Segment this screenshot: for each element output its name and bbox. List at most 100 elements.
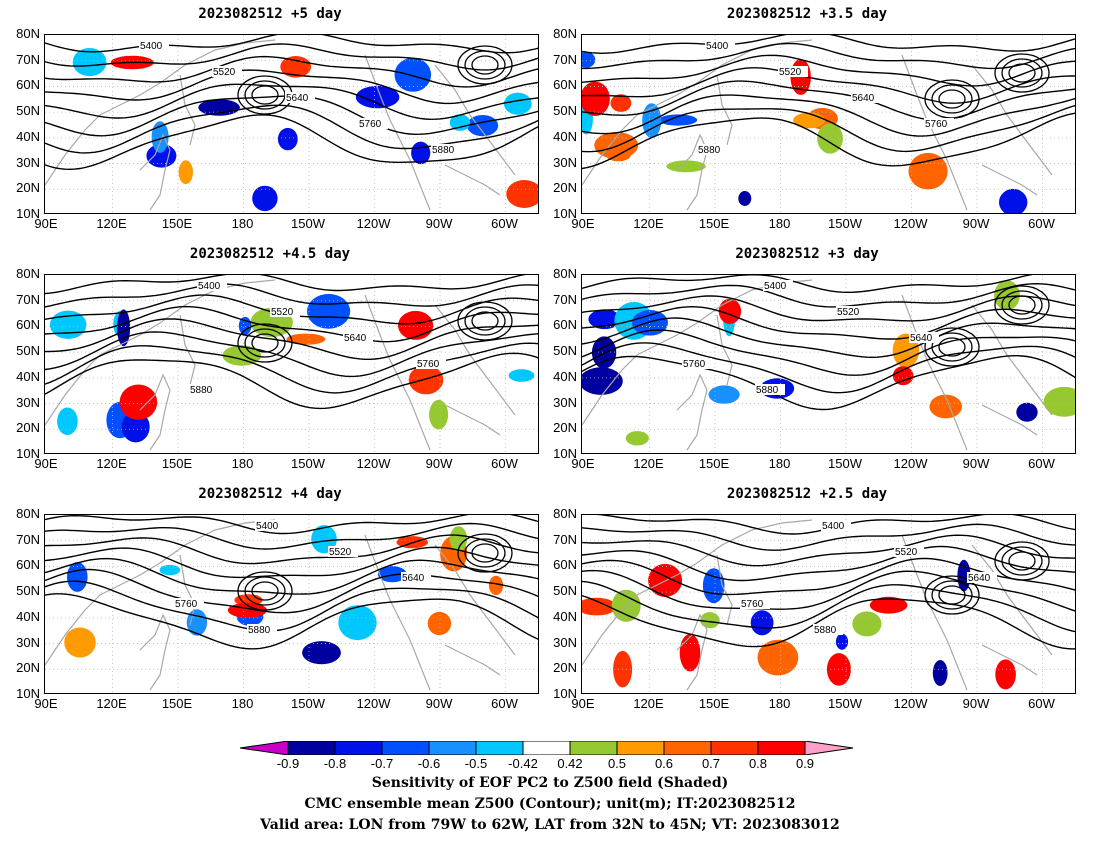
lon-tick-label: 150E — [698, 216, 730, 231]
contour-label-bg — [270, 306, 300, 317]
lon-tick-label: 60W — [491, 696, 518, 711]
lon-tick-label: 120E — [633, 216, 664, 231]
lon-tick-label: 90E — [34, 456, 58, 471]
map-panel: 2023082512 +2.5 day 5400 5520 5640 5760 5880… — [537, 486, 1077, 722]
sensitivity-shading — [738, 191, 752, 206]
contour-label: 5640 — [852, 93, 875, 104]
sensitivity-shading — [625, 431, 649, 446]
coastline — [364, 294, 431, 451]
contour-label: 5640 — [910, 333, 933, 344]
lat-tick-label: 50N — [553, 583, 577, 599]
z500-contour — [582, 354, 1075, 411]
sensitivity-shading — [582, 51, 596, 68]
lat-tick-label: 60N — [16, 77, 40, 93]
lon-tick-label: 90W — [425, 216, 453, 231]
z500-contour — [582, 54, 1075, 87]
coastline — [444, 404, 501, 436]
lon-tick-label: 90E — [571, 456, 595, 471]
sensitivity-shading — [679, 633, 701, 672]
lat-tick-label: 20N — [553, 420, 577, 436]
lat-tick-label: 40N — [16, 128, 40, 144]
lon-tick-label: 90W — [962, 696, 990, 711]
coastline — [971, 304, 1053, 416]
sensitivity-shading — [252, 185, 278, 212]
lon-tick-label: 150E — [698, 696, 730, 711]
colorbar-tick-label: 0.8 — [748, 756, 768, 771]
sensitivity-shading — [999, 188, 1028, 213]
colorbar-tick-label: 0.42 — [557, 756, 583, 771]
map-plot: 5400 5520 5640 5760 5880 — [45, 515, 538, 693]
z500-closed-contour — [464, 50, 506, 80]
coastline — [139, 373, 171, 451]
lat-tick-label: 70N — [16, 531, 40, 547]
lat-tick-label: 80N — [16, 506, 40, 521]
contour-label-bg — [401, 572, 431, 583]
z500-contour — [45, 568, 538, 614]
sensitivity-shading — [632, 310, 668, 336]
sensitivity-shading — [408, 365, 444, 395]
sensitivity-shading — [852, 611, 882, 637]
sensitivity-shading — [869, 596, 908, 614]
sensitivity-shading — [64, 627, 96, 658]
coastline — [901, 54, 968, 211]
colorbar-segment — [381, 741, 430, 755]
z500-contour — [582, 342, 1075, 394]
z500-closed-contour — [1001, 290, 1043, 320]
colorbar-segment — [287, 741, 336, 755]
contour-label-bg — [197, 280, 227, 291]
z500-contour — [45, 534, 538, 565]
z500-closed-contour — [924, 79, 980, 119]
contour-label-bg — [174, 598, 204, 609]
z500-closed-contour — [464, 538, 506, 568]
z500-contour — [582, 580, 1075, 633]
colorbar-segment — [757, 741, 806, 755]
lat-tick-label: 70N — [16, 291, 40, 307]
z500-contour — [582, 569, 1075, 612]
lon-tick-label: 180 — [768, 216, 791, 231]
contour-label-bg — [139, 40, 169, 51]
lon-tick-label: 150E — [161, 216, 193, 231]
contour-label: 5400 — [140, 41, 163, 52]
map-area: 5400 5520 5640 5760 5880 — [44, 274, 539, 454]
lat-tick-label: 20N — [553, 180, 577, 196]
contour-label-bg — [813, 624, 843, 635]
colorbar-tick-label: -0.6 — [417, 756, 441, 771]
z500-contour — [582, 35, 1075, 55]
sensitivity-shading — [146, 144, 177, 168]
lat-tick-label: 10N — [16, 205, 40, 221]
sensitivity-shading — [708, 385, 740, 404]
contour-label-bg — [836, 306, 866, 317]
z500-contour — [582, 295, 1075, 322]
z500-contour — [45, 35, 538, 54]
contour-label: 5400 — [822, 521, 845, 532]
map-area: 5400 5520 5640 5760 5880 — [581, 514, 1076, 694]
lat-tick-label: 20N — [16, 420, 40, 436]
sensitivity-shading — [377, 566, 407, 583]
lat-tick-label: 60N — [553, 557, 577, 573]
lat-tick-label: 30N — [553, 394, 577, 410]
lon-tick-label: 60W — [1028, 696, 1055, 711]
contour-label: 5640 — [968, 573, 991, 584]
map-panel: 2023082512 +3 day 5400 5520 5640 5760 5880 8… — [537, 246, 1077, 482]
lon-tick-label: 120W — [893, 216, 928, 231]
lon-tick-label: 180 — [768, 456, 791, 471]
z500-contour — [45, 593, 538, 650]
lat-tick-label: 50N — [553, 343, 577, 359]
coastline — [981, 164, 1038, 196]
coastline — [139, 613, 171, 691]
contour-label-bg — [189, 384, 219, 395]
contour-label-bg — [416, 358, 446, 369]
sensitivity-shading — [932, 660, 948, 686]
colorbar-tick-label: 0.6 — [654, 756, 674, 771]
z500-closed-contour — [924, 575, 980, 615]
lon-tick-label: 120W — [893, 456, 928, 471]
contour-label-bg — [778, 66, 808, 77]
map-panel: 2023082512 +4 day 5400 5520 5640 5760 5880 8… — [0, 486, 540, 722]
contour-label: 5520 — [213, 67, 236, 78]
contour-label: 5400 — [198, 281, 221, 292]
map-plot: 5400 5520 5640 5760 5880 — [45, 275, 538, 453]
lat-tick-label: 80N — [553, 26, 577, 41]
contour-label: 5640 — [286, 93, 309, 104]
lat-tick-label: 10N — [553, 445, 577, 461]
lat-tick-label: 60N — [16, 317, 40, 333]
